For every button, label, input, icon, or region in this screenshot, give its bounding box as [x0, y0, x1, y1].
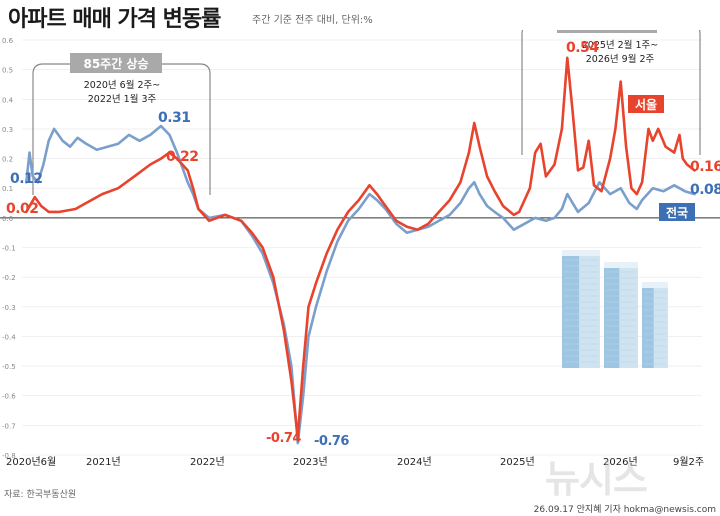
building-illustration [604, 262, 638, 368]
source-note: 자료: 한국부동산원 [4, 490, 77, 500]
annotation-line1: 2020년 6월 2주~ [84, 79, 161, 91]
y-tick-label: -0.1 [2, 245, 16, 253]
data-label: 0.16 [690, 159, 720, 175]
series-badge-bg [628, 95, 664, 113]
y-tick-label: 0.2 [2, 156, 13, 164]
annotation-line1: 2025년 2월 1주~ [582, 39, 659, 51]
y-tick-label: 0.4 [2, 96, 14, 104]
series-badge-label: 서울 [635, 97, 657, 112]
data-label: -0.76 [314, 434, 349, 449]
y-tick-label: -0.3 [2, 304, 16, 312]
annotation-header: 84주간 상승 [574, 30, 639, 31]
y-tick-label: -0.5 [2, 363, 16, 371]
data-label: 0.22 [166, 149, 199, 165]
series-line-seoul [25, 56, 696, 439]
series-badge-bg [659, 203, 695, 221]
y-tick-label: 0.6 [2, 37, 14, 45]
y-tick-label: 0.1 [2, 185, 13, 193]
data-label: 0.12 [10, 171, 43, 187]
y-tick-label: 0.5 [2, 67, 13, 75]
x-tick-label: 2021년 [86, 456, 121, 468]
y-tick-label: 0.0 [2, 215, 13, 223]
watermark: 뉴시스 [545, 457, 648, 501]
title-bar: 아파트 매매 가격 변동률 주간 기준 전주 대비, 단위:% [0, 0, 720, 32]
building-side [562, 256, 580, 368]
x-tick-label: 2026년 [603, 456, 638, 468]
y-tick-label: -0.6 [2, 393, 16, 401]
data-label: 0.31 [158, 110, 191, 126]
data-label: 0.02 [6, 201, 39, 217]
building-roof [562, 250, 600, 256]
x-tick-label: 9월2주 [673, 456, 704, 468]
y-tick-label: -0.2 [2, 274, 16, 282]
annotation-header-box [557, 30, 657, 33]
building-roof [642, 282, 668, 288]
y-tick-label: -0.4 [2, 333, 16, 341]
building-illustration [642, 282, 668, 368]
credit-note: 26.09.17 안지혜 기자 hokma@newsis.com [533, 505, 716, 515]
annotation-header: 85주간 상승 [83, 56, 148, 71]
x-tick-label: 2025년 [500, 456, 535, 468]
x-tick-label: 2022년 [190, 456, 225, 468]
annotation-header-box [70, 53, 162, 73]
data-label: 0.54 [566, 40, 599, 56]
chart-title: 아파트 매매 가격 변동률 [8, 7, 221, 32]
data-label: 0.08 [690, 182, 720, 198]
x-tick-label: 2024년 [397, 456, 432, 468]
building-roof [604, 262, 638, 268]
annotation-line2: 2022년 1월 3주 [88, 93, 157, 105]
y-tick-label: 0.3 [2, 126, 13, 134]
data-label: -0.74 [266, 431, 301, 446]
x-tick-label: 2020년6월 [6, 456, 56, 468]
series-badge-label: 전국 [666, 205, 688, 220]
building-side [604, 268, 620, 368]
annotation-line2: 2026년 9월 2주 [586, 53, 655, 65]
y-tick-label: -0.7 [2, 422, 16, 430]
y-tick-label: -0.8 [2, 452, 16, 460]
building-illustration [562, 250, 600, 368]
chart-subtitle: 주간 기준 전주 대비, 단위:% [252, 15, 373, 26]
x-tick-label: 2023년 [293, 456, 328, 468]
chart-canvas: 0.6 0.5 0.4 0.3 0.2 0.1 0.0 -0.1 -0.2 -0.3 -0.4 -0.… [0, 30, 720, 468]
series-line-national [25, 124, 696, 445]
